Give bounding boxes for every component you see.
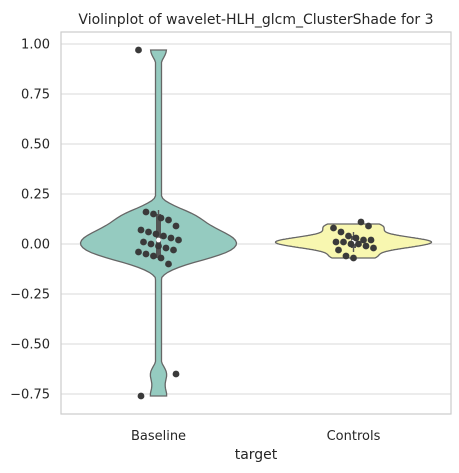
data-point [147, 240, 155, 248]
y-axis-ticks: −0.75 −0.50 −0.25 0.00 0.25 0.50 0.75 1.00 [10, 38, 50, 403]
data-point [167, 234, 175, 242]
data-point [145, 228, 152, 236]
data-point [335, 246, 342, 254]
data-point [157, 214, 165, 222]
data-point [142, 250, 150, 258]
y-tick-label: −0.75 [10, 388, 50, 403]
data-point [152, 230, 160, 238]
data-point [367, 236, 375, 244]
data-point [332, 238, 340, 246]
y-tick-label: 0.75 [21, 88, 50, 103]
data-point [140, 238, 147, 246]
y-tick-label: 1.00 [21, 38, 50, 53]
x-tick-label: Baseline [131, 429, 186, 444]
data-point [172, 370, 180, 378]
data-point [150, 252, 157, 260]
data-point [137, 226, 145, 234]
x-axis-ticks: Baseline Controls [131, 429, 381, 444]
data-point [352, 234, 360, 242]
data-point [135, 46, 142, 54]
data-point [347, 240, 355, 248]
plot-frame [60, 31, 452, 415]
data-point [155, 242, 162, 250]
data-point [157, 254, 165, 262]
data-point [340, 238, 347, 246]
data-point [345, 232, 352, 240]
data-point [365, 222, 372, 230]
violin-median [156, 237, 161, 243]
data-point [172, 222, 180, 230]
x-axis-label: target [235, 447, 278, 463]
y-tick-label: 0.00 [21, 238, 50, 253]
data-point [362, 242, 370, 250]
data-point [357, 218, 365, 226]
data-point [165, 260, 172, 268]
y-tick-label: 0.25 [21, 188, 50, 203]
y-tick-label: 0.50 [21, 138, 50, 153]
data-point [150, 210, 157, 218]
data-point [135, 248, 142, 256]
data-point [170, 246, 177, 254]
data-point [370, 244, 377, 252]
chart-title: Violinplot of wavelet-HLH_glcm_ClusterSh… [78, 12, 433, 28]
y-tick-label: −0.50 [10, 338, 50, 353]
data-point [175, 236, 182, 244]
x-tick-label: Controls [327, 429, 381, 444]
data-point [342, 252, 350, 260]
data-point [137, 392, 145, 400]
point-layer [135, 46, 377, 400]
data-point [165, 216, 172, 224]
data-point [360, 236, 367, 244]
data-point [142, 208, 150, 216]
data-point [162, 244, 170, 252]
data-point [160, 232, 167, 240]
data-point [350, 254, 357, 262]
data-point [355, 240, 362, 248]
data-point [330, 224, 337, 232]
data-point [337, 228, 345, 236]
y-tick-label: −0.25 [10, 288, 50, 303]
